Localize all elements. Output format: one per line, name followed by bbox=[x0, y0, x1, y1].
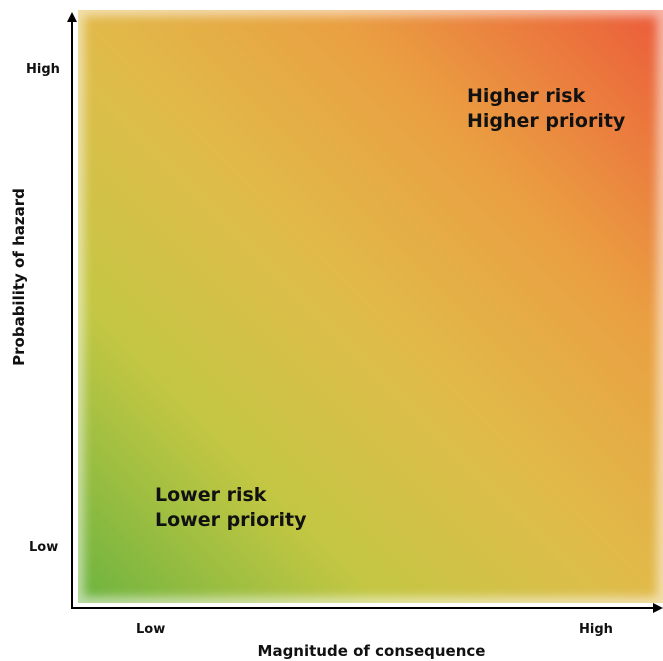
low-risk-line-2: Lower priority bbox=[155, 509, 307, 531]
y-axis-line bbox=[71, 20, 73, 609]
y-axis-title: Probability of hazard bbox=[10, 188, 28, 366]
x-axis-line bbox=[71, 607, 656, 609]
low-risk-line-1: Lower risk bbox=[155, 484, 267, 506]
x-axis-title: Magnitude of consequence bbox=[257, 642, 486, 660]
risk-gradient-area bbox=[78, 10, 663, 603]
x-axis-low-label: Low bbox=[136, 622, 166, 637]
y-axis-low-label: Low bbox=[29, 540, 59, 555]
x-axis-high-label: High bbox=[579, 622, 613, 637]
high-risk-line-2: Higher priority bbox=[467, 110, 626, 132]
y-axis-arrow-icon bbox=[67, 12, 77, 22]
y-axis-high-label: High bbox=[26, 62, 60, 77]
high-risk-line-1: Higher risk bbox=[467, 85, 586, 107]
low-risk-zone-label: Lower risk Lower priority bbox=[155, 483, 306, 533]
high-risk-zone-label: Higher risk Higher priority bbox=[467, 84, 625, 134]
risk-gradient-highlight bbox=[78, 10, 663, 603]
risk-gradient-fill bbox=[78, 10, 663, 603]
x-axis-arrow-icon bbox=[653, 603, 663, 613]
